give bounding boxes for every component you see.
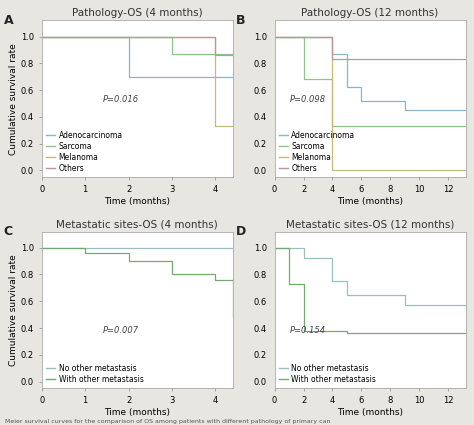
Y-axis label: Cumulative survival rate: Cumulative survival rate [9, 254, 18, 366]
Text: C: C [3, 225, 13, 238]
Text: B: B [237, 14, 246, 27]
Title: Pathology-OS (4 months): Pathology-OS (4 months) [72, 8, 202, 18]
Text: Meier survival curves for the comparison of OS among patients with different pat: Meier survival curves for the comparison… [5, 419, 330, 424]
X-axis label: Time (months): Time (months) [337, 196, 403, 206]
Legend: No other metastasis, With other metastasis: No other metastasis, With other metastas… [278, 362, 378, 385]
X-axis label: Time (months): Time (months) [104, 408, 170, 416]
Legend: Adenocarcinoma, Sarcoma, Melanoma, Others: Adenocarcinoma, Sarcoma, Melanoma, Other… [45, 129, 124, 174]
Text: P=0.016: P=0.016 [103, 95, 139, 104]
X-axis label: Time (months): Time (months) [104, 196, 170, 206]
Text: A: A [3, 14, 13, 27]
Legend: No other metastasis, With other metastasis: No other metastasis, With other metastas… [45, 362, 145, 385]
Text: P=0.098: P=0.098 [290, 95, 326, 104]
Title: Metastatic sites-OS (12 months): Metastatic sites-OS (12 months) [286, 219, 454, 230]
Text: P=0.154: P=0.154 [290, 326, 326, 335]
Text: P=0.007: P=0.007 [103, 326, 139, 335]
Text: D: D [237, 225, 246, 238]
Title: Metastatic sites-OS (4 months): Metastatic sites-OS (4 months) [56, 219, 218, 230]
Title: Pathology-OS (12 months): Pathology-OS (12 months) [301, 8, 439, 18]
Legend: Adenocarcinoma, Sarcoma, Melanoma, Others: Adenocarcinoma, Sarcoma, Melanoma, Other… [278, 129, 357, 174]
Y-axis label: Cumulative survival rate: Cumulative survival rate [9, 43, 18, 155]
X-axis label: Time (months): Time (months) [337, 408, 403, 416]
